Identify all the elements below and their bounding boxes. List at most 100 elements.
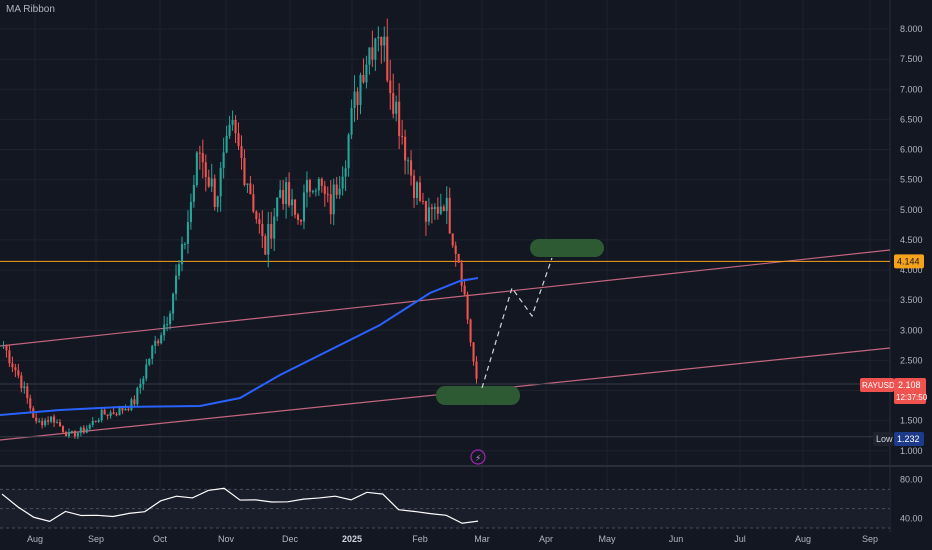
candle-body [267,223,270,255]
x-tick-label: Aug [27,534,43,544]
x-tick-label: May [598,534,616,544]
candle-body [8,350,11,364]
candle-body [341,176,344,189]
candle-body [29,398,32,409]
candle-body [433,206,436,210]
candle-body [35,417,38,422]
candle-body [79,427,82,433]
candle-body [213,178,216,207]
candle-body [61,426,65,432]
candle-body [311,191,314,193]
candle-body [415,182,419,198]
candle-body [219,167,222,197]
candle-body [332,184,335,215]
candle-body [100,409,103,421]
current-price-tag-bg [894,378,926,404]
candle-body [469,319,472,343]
candle-body [442,206,445,212]
candle-body [371,47,374,60]
candle-body [166,324,169,326]
candle-body [53,416,56,423]
candle-body [445,197,448,212]
candle-body [154,340,157,346]
candle-body [136,387,139,405]
candle-body [103,409,106,415]
candle-body [231,119,234,125]
candle-body [320,178,323,186]
indicator-label: MA Ribbon [6,4,55,15]
low-label-bg [873,432,893,446]
candle-body [308,180,311,192]
candle-body [344,168,347,177]
candle-body [38,421,41,423]
candle-body [228,124,231,136]
candle-body [58,422,62,427]
candle-body [47,420,50,422]
y-tick-label: 2.500 [900,355,923,365]
candle-body [282,190,285,205]
candle-body [204,162,207,177]
y-tick-label: 1.500 [900,416,923,426]
candle-body [261,223,264,237]
level-price-tag: 4.144 [897,256,920,266]
candle-body [439,206,442,214]
candle-body [160,335,163,344]
low-value-bg [894,432,924,446]
candle-body [347,134,350,169]
candle-body [279,190,282,198]
y-tick-label: 3.000 [900,325,923,335]
candle-body [201,153,204,163]
candle-body [23,386,26,389]
candle-body [133,399,136,405]
candle-body [302,192,306,222]
event-marker-icon [470,449,486,465]
candle-body [264,236,267,255]
candle-body [192,185,195,202]
rsi-line [1,487,479,524]
candle-body [91,421,94,425]
candle-body [270,223,273,239]
candle-body [451,233,454,246]
candle-body [14,367,17,371]
candle-body [115,414,118,416]
candle-body [198,152,201,154]
candle-body [121,407,124,411]
candle-body [183,243,187,245]
candle-body [151,345,154,359]
candle-body [112,412,115,415]
candle-body [395,101,398,114]
y-tick-label: 3.500 [900,295,923,305]
candle-body [380,36,383,46]
candle-body [139,384,142,388]
candle-body [222,152,225,168]
candle-body [383,36,386,46]
channel-upper-line [0,249,891,347]
current-price-value: 2.108 [898,380,921,390]
candle-body [350,107,353,135]
candle-body [359,74,362,106]
candle-body [252,194,255,212]
candle-body [356,91,359,106]
candle-body [368,47,371,65]
candle-body [448,197,451,234]
candle-body [5,345,8,351]
candle-body [430,207,433,210]
candle-body [418,182,422,201]
candle-body [20,375,23,389]
candle-body [41,421,44,426]
x-tick-label: Sep [88,534,104,544]
y-tick-label: 1.000 [900,446,923,456]
x-tick-label: Aug [795,534,811,544]
level-price-tag-bg [894,254,924,269]
candle-body [317,178,320,191]
candle-body [463,285,466,295]
candle-body [11,363,14,368]
candle-body [412,175,416,198]
candle-body [374,38,377,60]
candle-body [145,364,148,379]
candle-body [365,64,368,83]
candle-body [76,432,79,437]
candle-body [421,200,425,202]
